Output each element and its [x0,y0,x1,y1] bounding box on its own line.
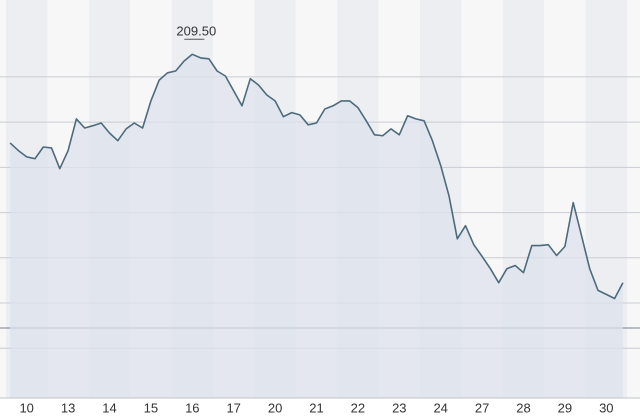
area [10,54,623,399]
x-tick-label: 20 [268,400,282,415]
x-tick-label: 27 [475,400,489,415]
x-tick-label: 29 [558,400,572,415]
day-band [627,0,640,398]
x-tick-label: 14 [102,400,116,415]
x-tick-label: 16 [185,400,199,415]
day-band [0,0,6,398]
x-tick-label: 30 [599,400,613,415]
x-tick-label: 21 [309,400,323,415]
x-tick-label: 10 [19,400,33,415]
x-tick-label: 13 [61,400,75,415]
value-label: 209.50 [176,24,216,39]
line [9,53,624,300]
x-tick-label: 23 [392,400,406,415]
x-tick-label: 24 [433,400,447,415]
x-tick-label: 15 [144,400,158,415]
x-tick-label: 22 [351,400,365,415]
x-tick-label: 17 [226,400,240,415]
x-tick-label: 28 [516,400,530,415]
